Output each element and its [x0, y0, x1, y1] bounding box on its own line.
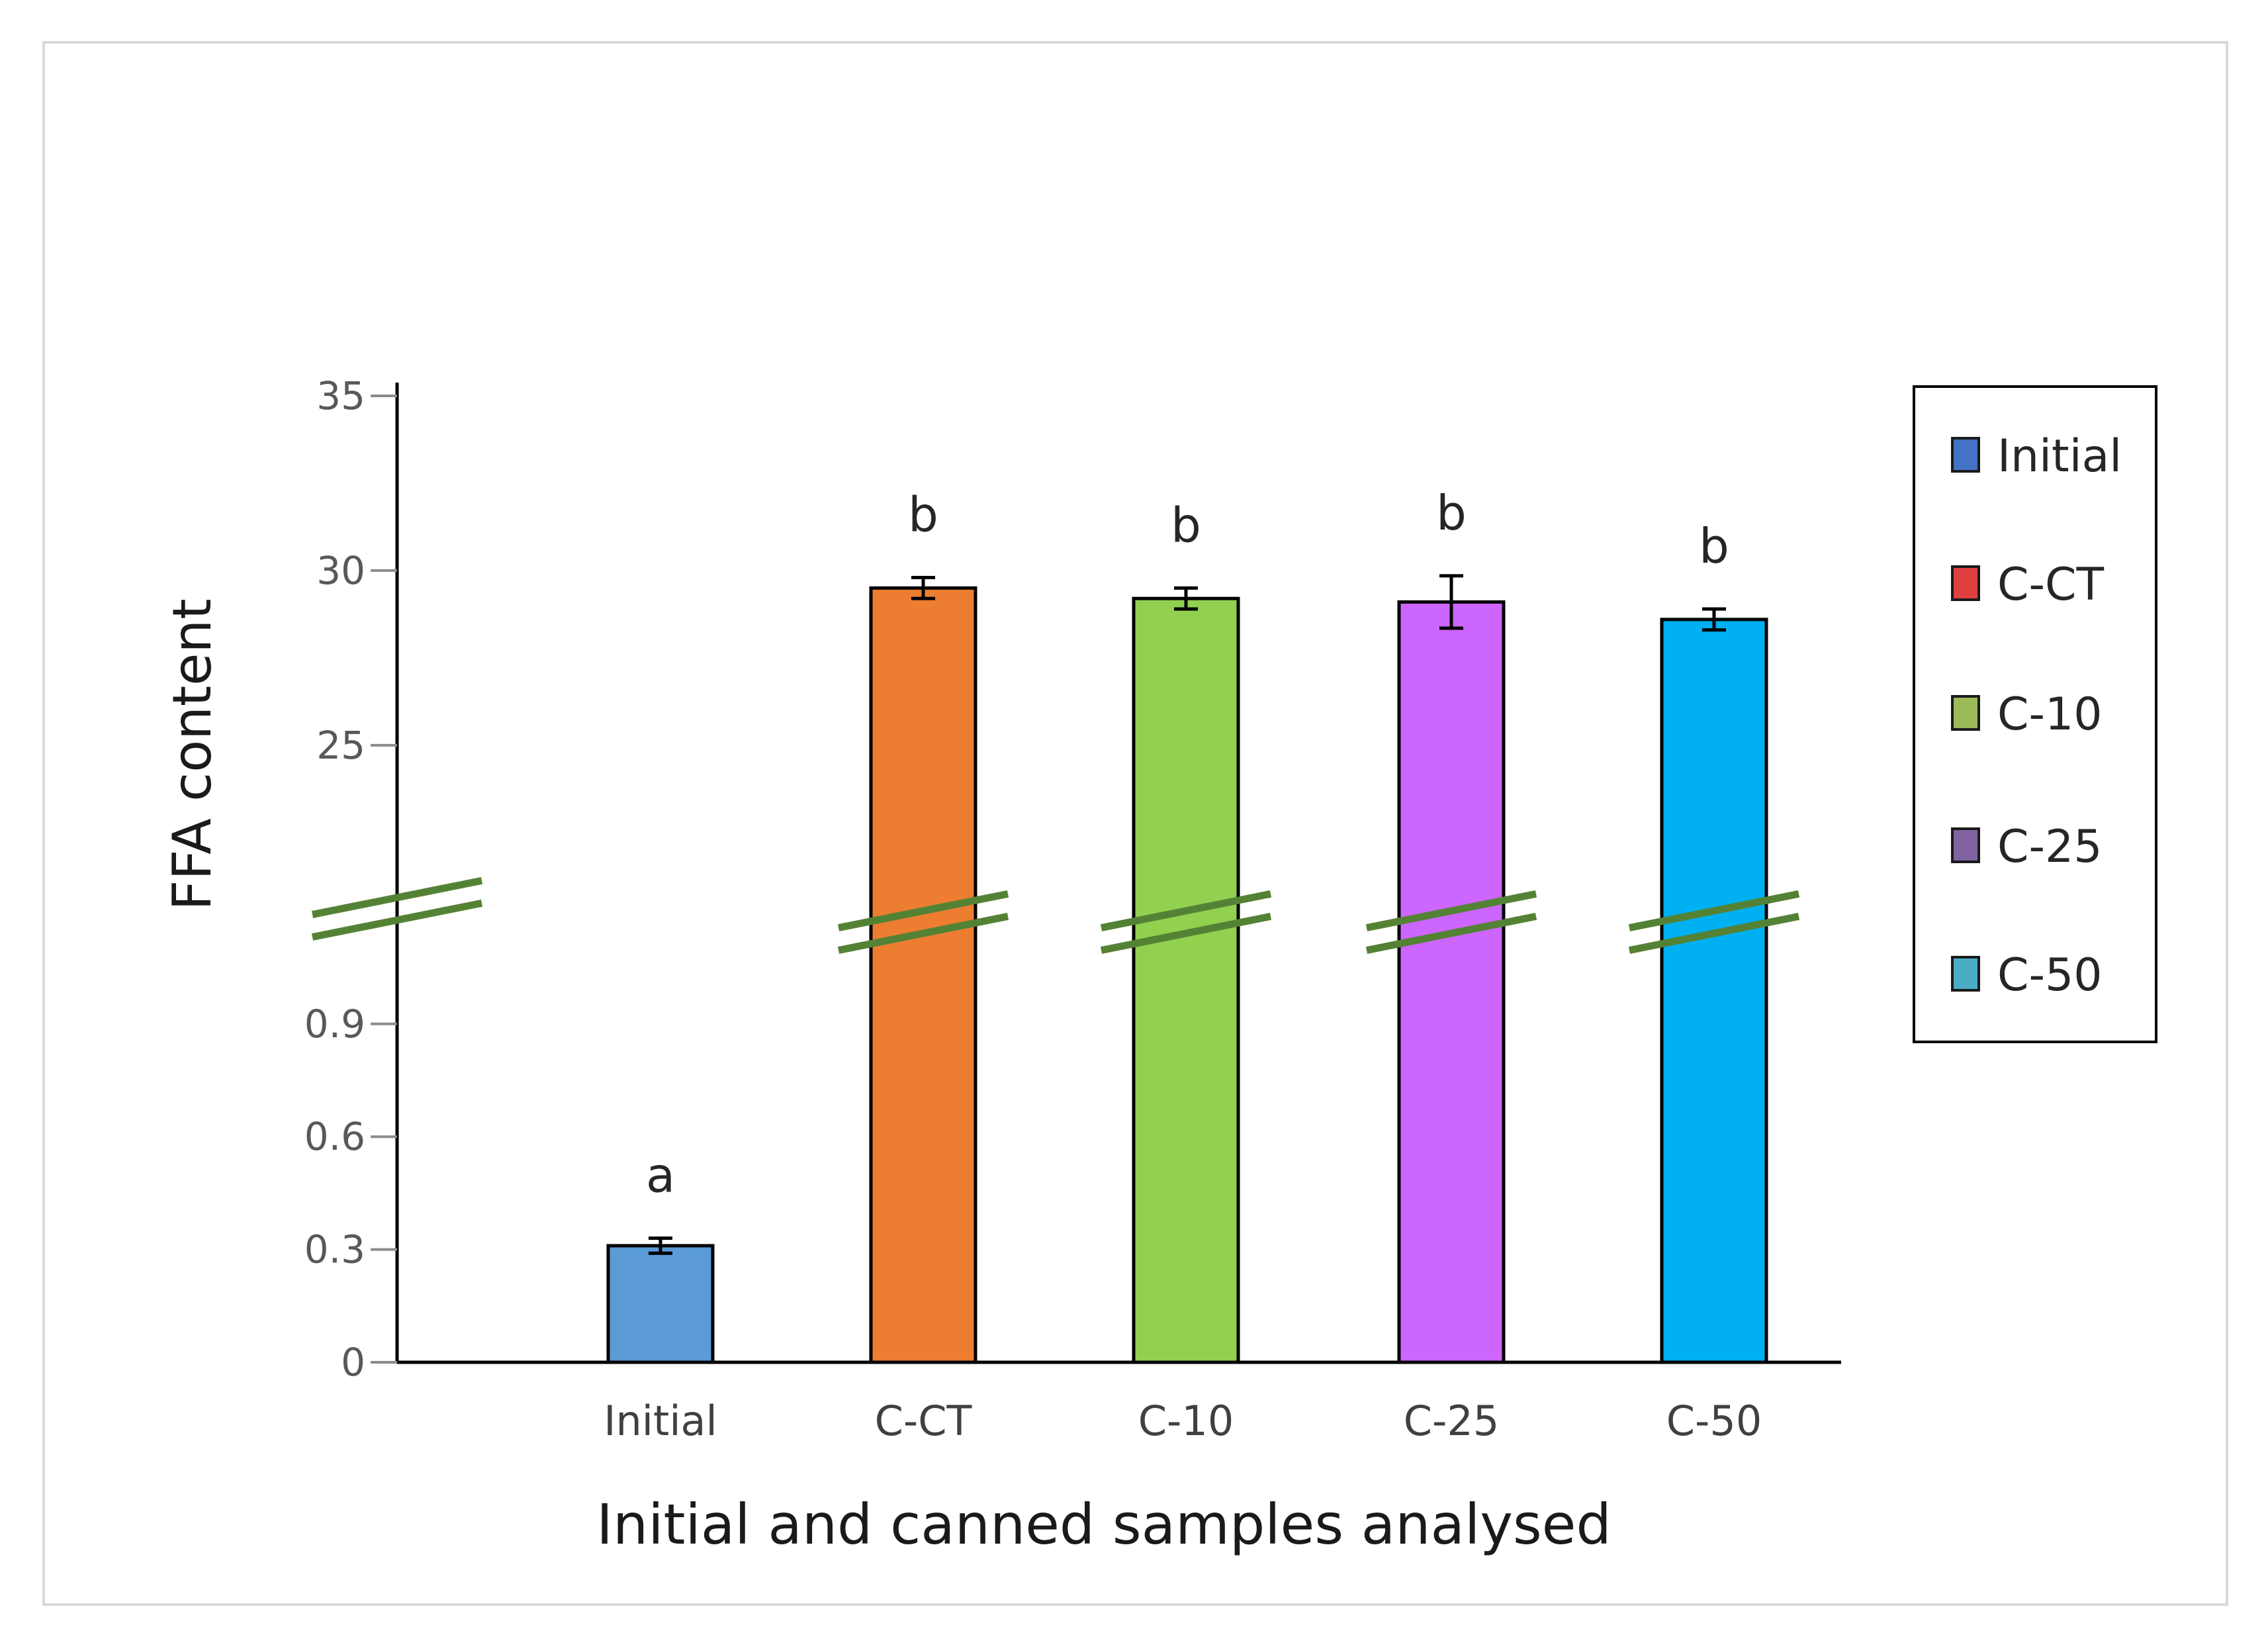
break-line	[311, 877, 483, 918]
y-axis-title: FFA content	[161, 598, 223, 910]
legend-label: C-50	[1997, 949, 2103, 1002]
break-line	[1628, 913, 1800, 954]
legend: Initial C-CT C-10 C-25 C-50	[1913, 385, 2157, 1043]
bar-break	[1365, 890, 1537, 954]
significance-letter: b	[1171, 497, 1201, 553]
axis-break-marks	[311, 877, 1800, 954]
bar-break	[1100, 890, 1272, 954]
bar-break	[837, 890, 1009, 954]
break-line	[1628, 890, 1800, 931]
legend-swatch	[1951, 956, 1980, 992]
bar-c-10	[1132, 596, 1240, 1364]
break-line	[311, 900, 483, 941]
legend-swatch	[1951, 695, 1980, 731]
y-tick-label: 25	[316, 723, 365, 768]
bar-c-50	[1660, 618, 1768, 1364]
y-tick-label: 0.6	[304, 1114, 365, 1159]
labels: a Initial b C-CT b C-10 b C-25 b C-50	[604, 485, 1762, 1445]
break-line	[837, 913, 1009, 954]
y-tick-label: 30	[316, 548, 365, 593]
bar-c-25	[1397, 600, 1506, 1364]
significance-letter: b	[1436, 485, 1467, 541]
bar-c-ct	[869, 586, 977, 1364]
y-tick-label: 0.9	[304, 1002, 365, 1047]
break-line	[1100, 913, 1272, 954]
bars	[606, 586, 1768, 1364]
legend-label: C-25	[1997, 821, 2103, 873]
y-tick-label: 0	[341, 1340, 365, 1385]
legend-label: C-10	[1997, 688, 2103, 741]
category-label: C-25	[1404, 1397, 1500, 1445]
category-label: C-10	[1138, 1397, 1234, 1445]
significance-letter: b	[1699, 518, 1729, 574]
y-tick-label: 35	[316, 373, 365, 418]
break-line	[837, 890, 1009, 931]
error-bars	[649, 574, 1726, 1255]
x-axis-title: Initial and canned samples analysed	[596, 1492, 1611, 1557]
bar-initial	[606, 1244, 715, 1364]
break-line	[1365, 890, 1537, 931]
y-axis-break	[311, 877, 483, 941]
legend-label: C-CT	[1997, 559, 2104, 611]
break-line	[1100, 890, 1272, 931]
category-label: Initial	[604, 1397, 717, 1445]
legend-swatch	[1951, 437, 1980, 473]
break-line	[1365, 913, 1537, 954]
bar-break	[1628, 890, 1800, 954]
y-tick-label: 0.3	[304, 1227, 365, 1272]
legend-label: Initial	[1997, 430, 2122, 483]
legend-swatch	[1951, 565, 1980, 601]
significance-letter: b	[908, 487, 938, 542]
category-label: C-CT	[875, 1397, 973, 1445]
axes: 0 0.3 0.6 0.9 25 30 35	[304, 373, 1841, 1385]
category-label: C-50	[1666, 1397, 1762, 1445]
significance-letter: a	[646, 1148, 675, 1203]
legend-swatch	[1951, 827, 1980, 863]
